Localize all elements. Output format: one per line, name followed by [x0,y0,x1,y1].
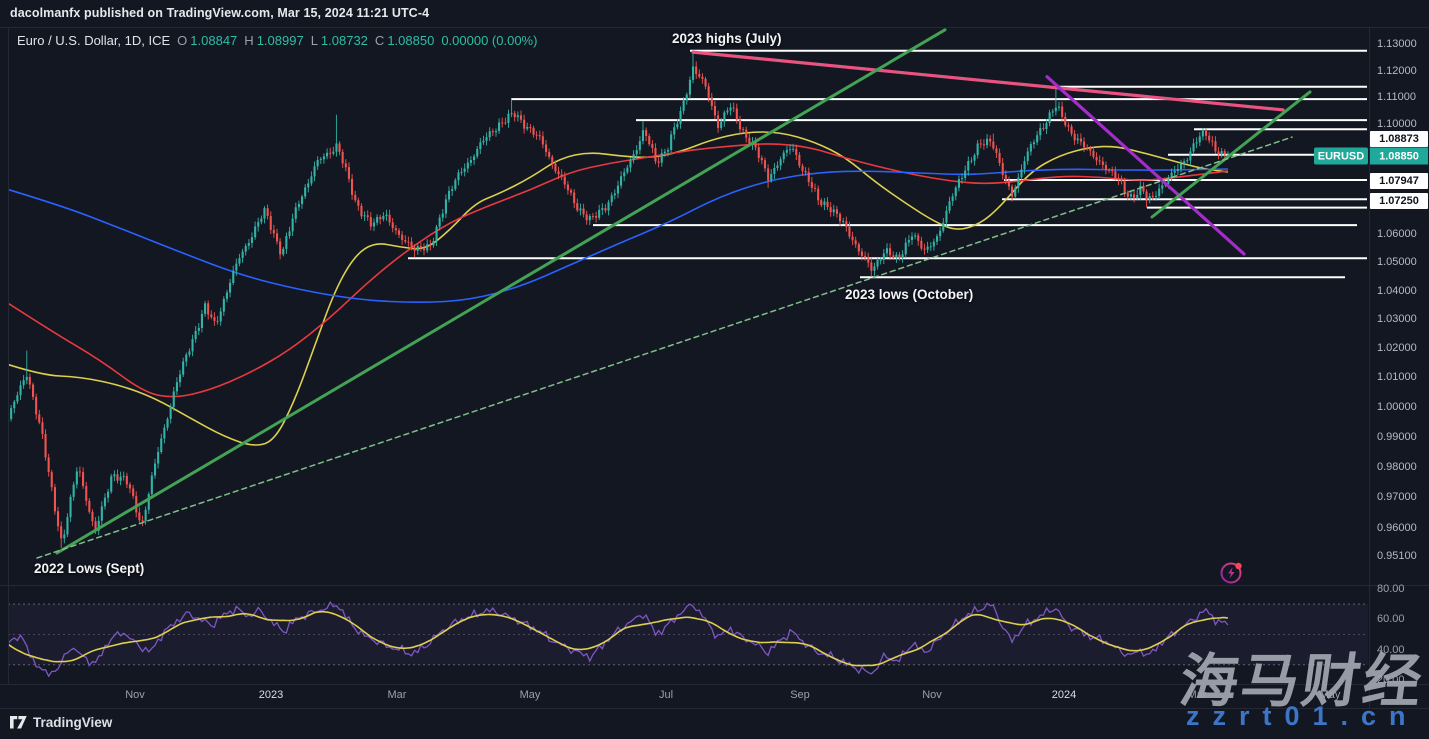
time-tick: May [1319,689,1341,701]
price-tick: 0.95100 [1377,550,1417,563]
high-value: 1.08997 [256,33,304,48]
price-tick: 1.06000 [1377,228,1417,241]
topbar-divider [0,27,1429,28]
price-tick: 0.99000 [1377,430,1417,443]
price-tick: 0.96000 [1377,522,1417,535]
price-tick: 1.11000 [1377,91,1416,104]
tradingview-logo[interactable]: TradingView [10,715,112,730]
level-price-box: 1.08873 [1370,131,1428,147]
rsi-tick: 60.00 [1377,613,1405,626]
high-label: H [244,33,254,48]
tradingview-logo-text: TradingView [33,715,113,730]
price-tick: 1.12000 [1377,64,1417,77]
change-value: 0.00000 (0.00%) [441,33,538,48]
tradingview-logo-icon [10,716,27,729]
annotation-2022-lows[interactable]: 2022 Lows (Sept) [34,561,145,576]
price-tick: 0.97000 [1377,491,1417,504]
time-axis-divider [0,684,1429,685]
pane-divider[interactable] [0,585,1429,586]
last-price-box: 1.08850 [1370,147,1428,165]
price-tick: 1.04000 [1377,284,1417,297]
watermark-url: zzrt01.cn [1186,701,1419,731]
rsi-tick: 40.00 [1377,643,1405,656]
time-tick: Jul [658,689,674,701]
time-tick: Mar [1187,689,1207,701]
annotation-2023-highs[interactable]: 2023 highs (July) [672,31,782,46]
publish-byline: dacolmanfx published on TradingView.com,… [10,6,430,20]
symbol-title[interactable]: Euro / U.S. Dollar, 1D, ICE [17,33,171,48]
time-tick: May [519,689,541,701]
close-value: 1.08850 [387,33,435,48]
open-value: 1.08847 [190,33,238,48]
time-tick: Sep [790,689,810,701]
price-tick: 1.00000 [1377,401,1417,413]
time-tick: 2024 [1051,689,1077,701]
lightning-alert-icon[interactable] [1218,559,1246,587]
time-tick: Nov [125,689,145,701]
pane-left-border [8,27,9,684]
candles [8,50,1229,548]
time-tick: Mar [387,689,407,701]
annotation-2023-lows[interactable]: 2023 lows (October) [845,287,974,302]
price-tick: 1.03000 [1377,313,1417,326]
time-tick: Nov [922,689,942,701]
price-tick: 1.01000 [1377,371,1417,384]
price-tick: 1.13000 [1377,38,1417,51]
price-tick: 1.02000 [1377,342,1417,355]
open-label: O [177,33,188,48]
symbol-legend[interactable]: Euro / U.S. Dollar, 1D, ICE O 1.08847 H … [17,33,537,48]
footer-divider [0,708,1429,709]
rsi-tick: 80.00 [1377,583,1405,595]
price-tick: 0.98000 [1377,460,1417,473]
level-price-box: 1.07250 [1370,193,1428,209]
low-value: 1.08732 [320,33,368,48]
low-label: L [310,33,318,48]
price-axis-border[interactable] [1369,27,1370,708]
symbol-price-tag: EURUSD [1314,147,1368,165]
level-price-box: 1.07947 [1370,173,1428,189]
notification-dot [1235,562,1242,570]
rsi-tick: 20.00 [1377,673,1405,686]
time-tick: 2023 [258,689,284,701]
price-tick: 1.10000 [1377,118,1417,131]
price-tick: 1.05000 [1377,256,1417,269]
close-label: C [374,33,385,48]
